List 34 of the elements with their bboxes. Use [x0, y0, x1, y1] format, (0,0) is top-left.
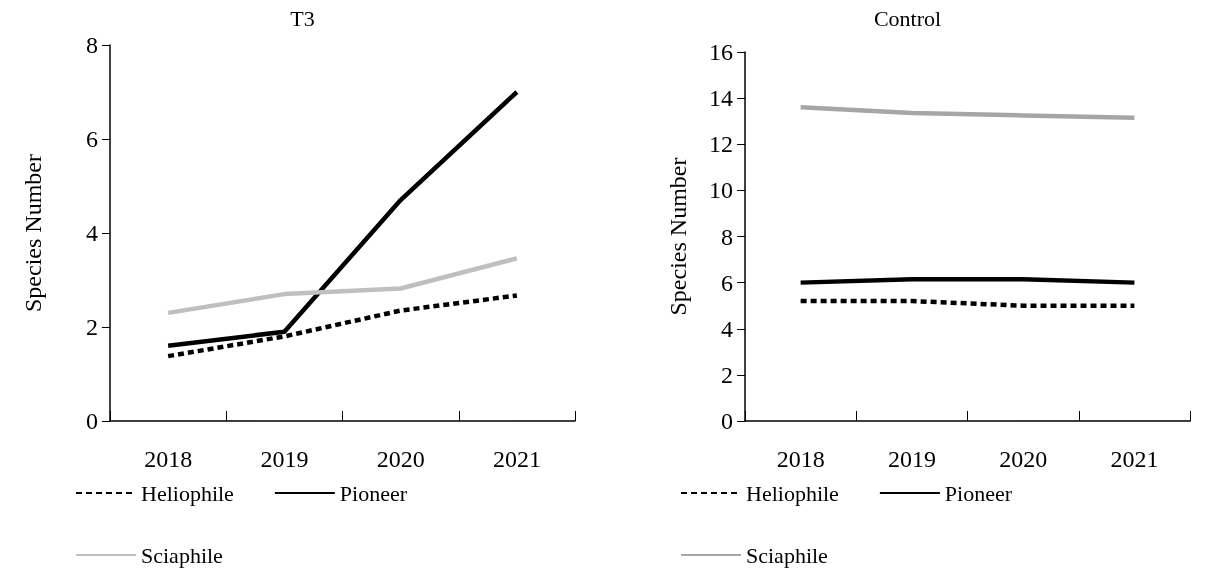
legend-label: Heliophile — [746, 480, 839, 506]
y-tick-label: 12 — [709, 131, 733, 158]
x-tick-label: 2018 — [776, 446, 825, 472]
y-tick-label: 6 — [86, 126, 98, 152]
y-axis-title: Species Number — [665, 157, 691, 316]
y-tick-label: 2 — [86, 314, 98, 340]
y-tick-label: 14 — [709, 85, 733, 112]
x-tick-label: 2021 — [492, 446, 541, 472]
y-tick-label: 16 — [709, 39, 733, 65]
line-series — [798, 105, 1137, 120]
y-axis-title: Species Number — [20, 154, 46, 312]
legend-label: Pioneer — [944, 480, 1013, 506]
legend-label: Heliophile — [141, 480, 234, 506]
y-tick-label: 0 — [721, 408, 733, 434]
x-tick-label: 2020 — [999, 446, 1048, 472]
legend-label: Sciaphile — [746, 542, 828, 568]
legend-label: Pioneer — [339, 480, 408, 506]
y-tick-label: 4 — [86, 220, 98, 246]
y-tick-label: 4 — [721, 315, 733, 342]
x-tick-label: 2018 — [144, 446, 193, 472]
chart-title: T3 — [290, 5, 315, 31]
line-series — [165, 256, 520, 316]
x-tick-label: 2019 — [260, 446, 309, 472]
chart-title: Control — [873, 5, 942, 31]
y-tick-label: 8 — [721, 223, 733, 250]
y-tick-label: 2 — [721, 361, 733, 388]
y-tick-label: 10 — [709, 177, 733, 204]
x-tick-label: 2019 — [887, 446, 936, 472]
legend-label: Sciaphile — [141, 542, 223, 568]
y-tick-label: 8 — [86, 32, 98, 58]
x-tick-label: 2020 — [376, 446, 425, 472]
y-tick-label: 0 — [86, 408, 98, 434]
x-tick-label: 2021 — [1110, 446, 1159, 472]
y-tick-label: 6 — [721, 269, 733, 296]
